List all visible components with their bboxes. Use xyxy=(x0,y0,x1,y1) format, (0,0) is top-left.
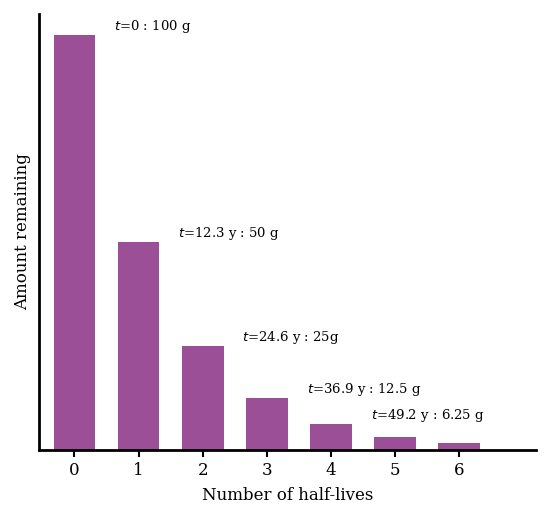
Bar xyxy=(246,398,288,450)
Bar xyxy=(118,242,160,450)
Y-axis label: Amount remaining: Amount remaining xyxy=(14,153,31,310)
Text: $\mathit{t}$=36.9 y : 12.5 g: $\mathit{t}$=36.9 y : 12.5 g xyxy=(306,381,421,398)
Text: $\mathit{t}$=0 : 100 g: $\mathit{t}$=0 : 100 g xyxy=(114,18,191,35)
Bar xyxy=(54,35,95,450)
Text: $\mathit{t}$=12.3 y : 50 g: $\mathit{t}$=12.3 y : 50 g xyxy=(178,225,280,242)
Bar xyxy=(438,443,480,450)
X-axis label: Number of half-lives: Number of half-lives xyxy=(202,487,373,504)
Text: $\mathit{t}$=24.6 y : 25g: $\mathit{t}$=24.6 y : 25g xyxy=(243,329,340,346)
Bar xyxy=(310,424,352,450)
Text: $\mathit{t}$=49.2 y : 6.25 g: $\mathit{t}$=49.2 y : 6.25 g xyxy=(371,407,484,424)
Bar xyxy=(374,437,416,450)
Bar xyxy=(182,346,223,450)
